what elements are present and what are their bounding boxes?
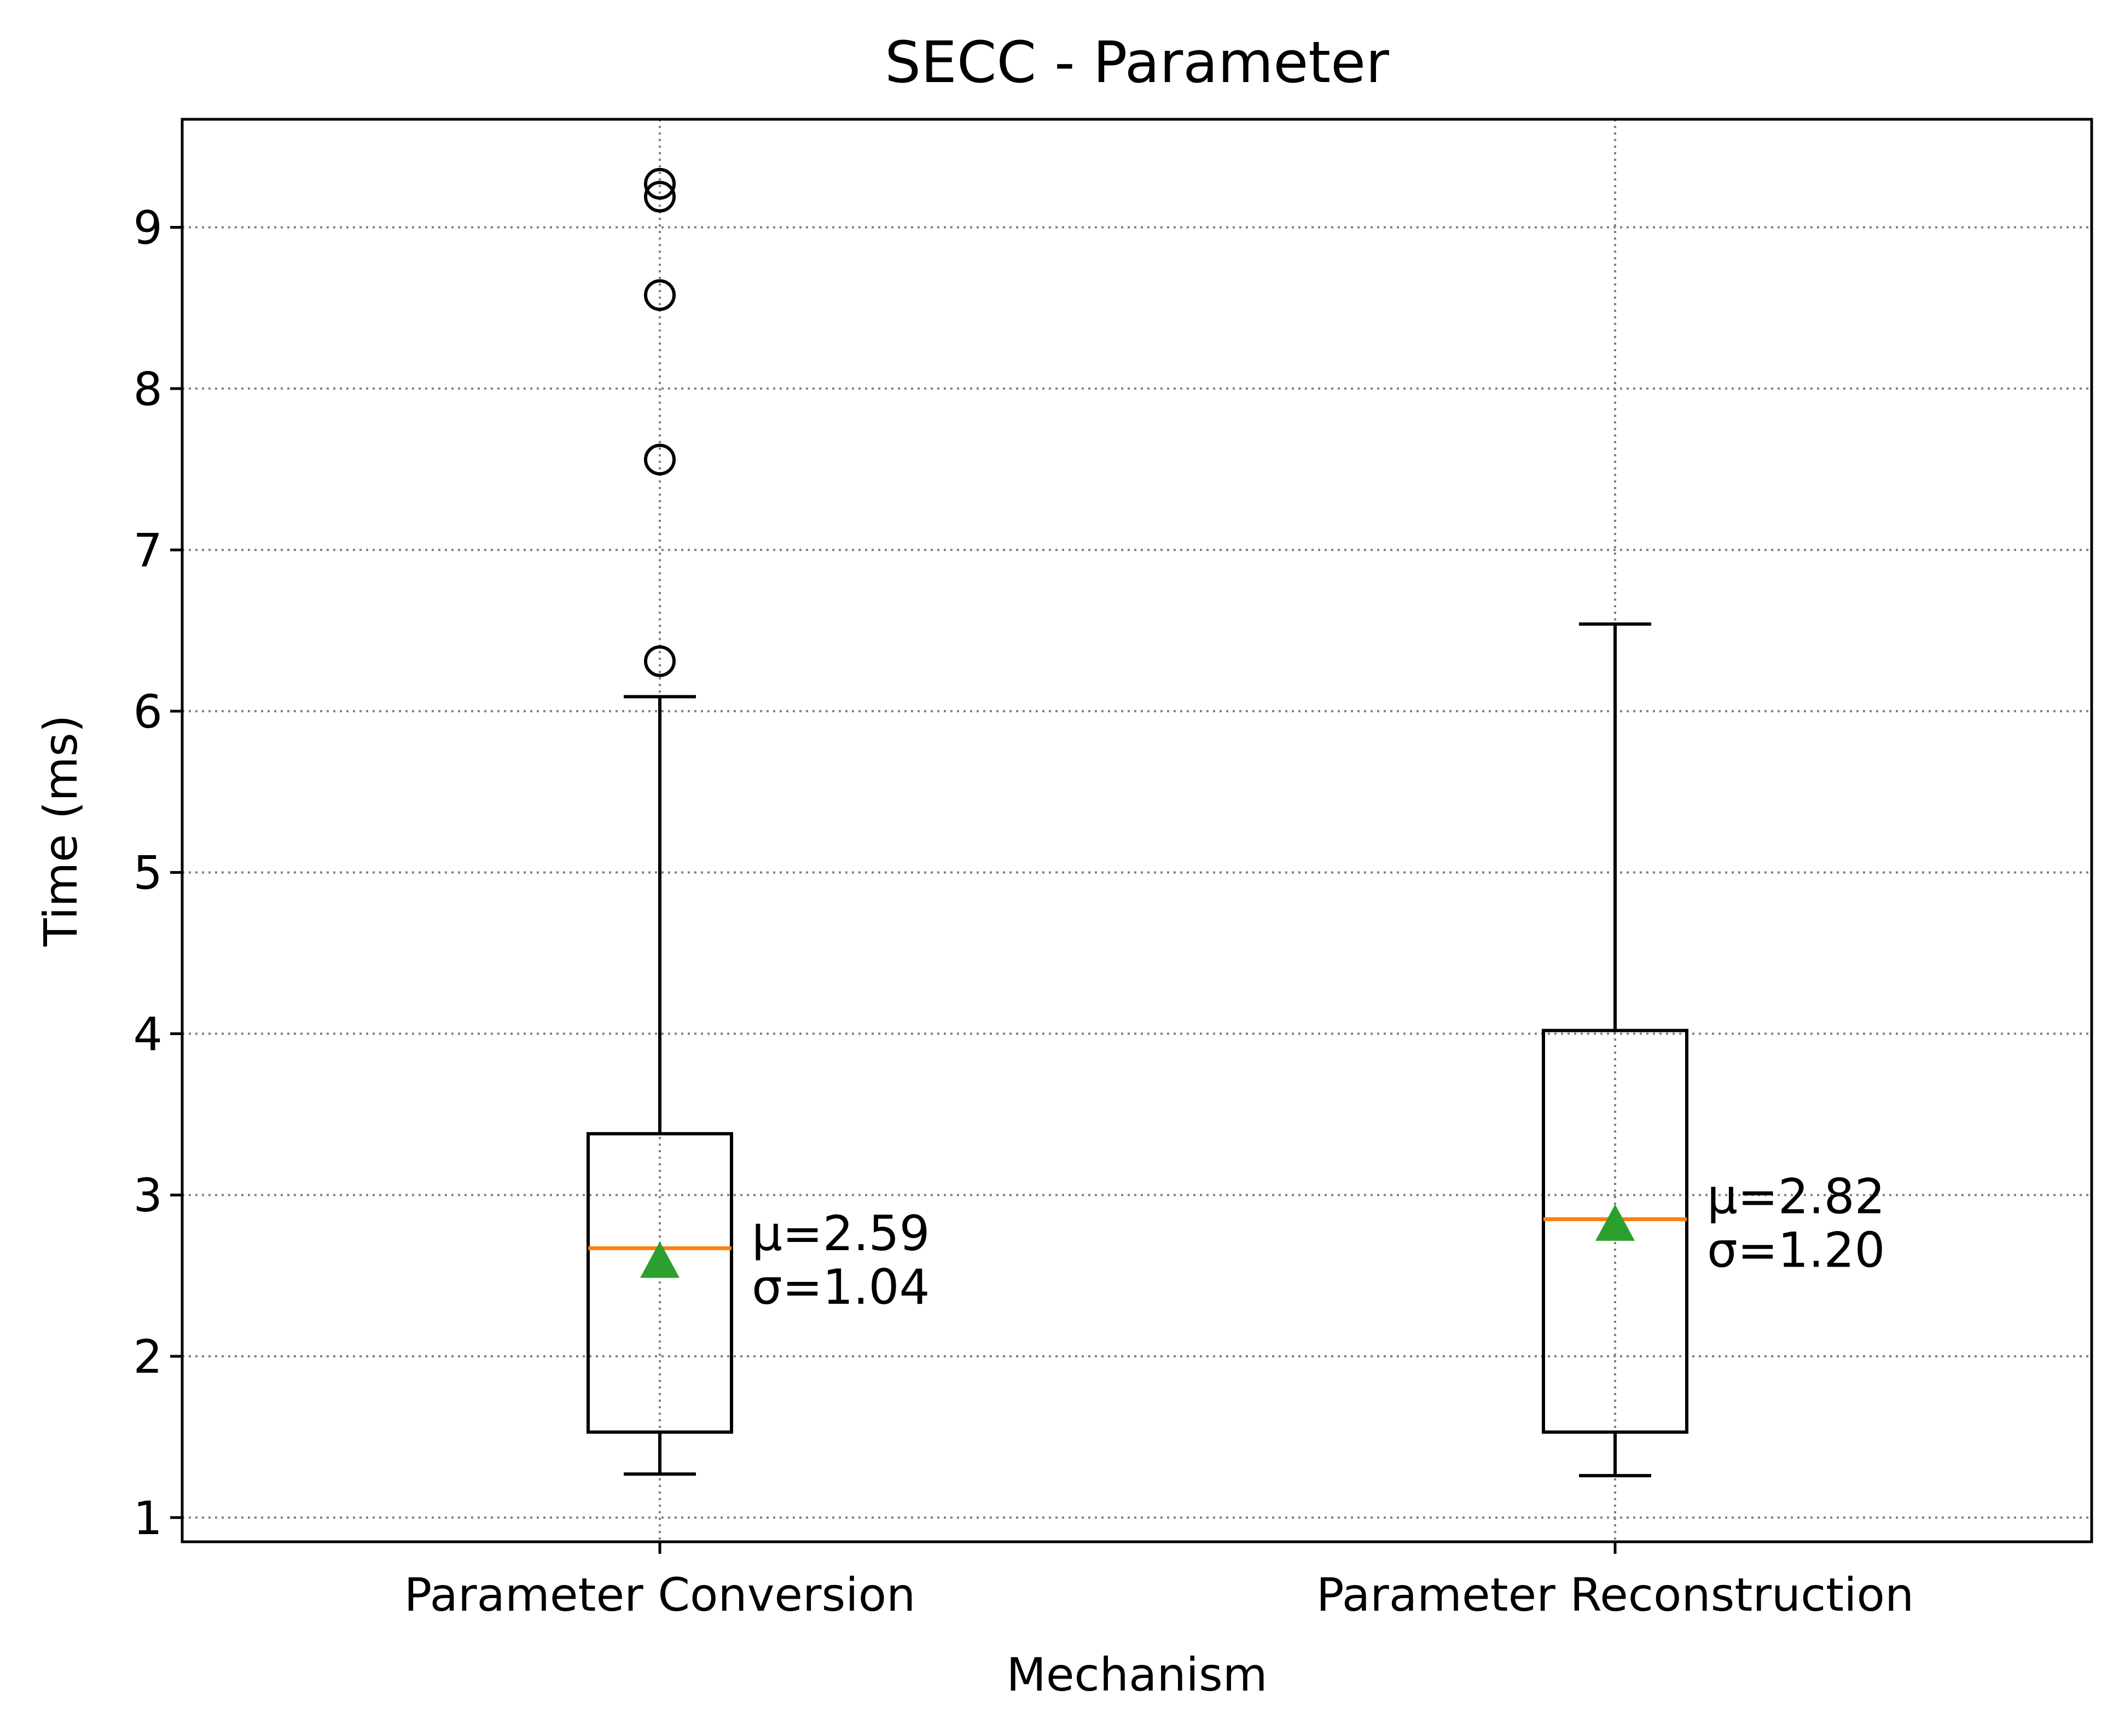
y-tick-label: 2 — [133, 1330, 162, 1384]
x-axis-label: Mechanism — [1006, 1648, 1267, 1702]
mean-annotation: μ=2.59 — [752, 1205, 930, 1262]
y-tick-label: 9 — [133, 201, 162, 255]
y-axis-label: Time (ms) — [34, 715, 88, 947]
sigma-annotation: σ=1.04 — [752, 1259, 930, 1315]
outlier-point — [644, 181, 676, 213]
mean-marker — [640, 1241, 680, 1278]
y-tick-label: 6 — [133, 685, 162, 739]
iqr-box — [1542, 1029, 1688, 1434]
box-group: μ=2.82σ=1.20 — [1542, 622, 1885, 1478]
outlier-point — [644, 443, 676, 475]
tick-layer: 1 2 3 4 5 6 7 8 9 Parameter Conversion Parameter R… — [133, 201, 1914, 1622]
outlier-point — [644, 167, 676, 200]
y-tick-label: 3 — [133, 1169, 162, 1222]
plot-layer: μ=2.59σ=1.04 μ=2.82σ=1.20 — [587, 167, 1885, 1478]
sigma-annotation: σ=1.20 — [1707, 1222, 1885, 1278]
y-tick-label: 4 — [133, 1007, 162, 1061]
outlier-point — [644, 645, 676, 677]
plot-frame — [181, 118, 2093, 1543]
y-tick-label: 5 — [133, 846, 162, 900]
mean-marker — [1595, 1204, 1635, 1241]
y-tick-label: 8 — [133, 362, 162, 416]
y-tick-label: 1 — [133, 1491, 162, 1545]
iqr-box — [587, 1132, 733, 1434]
y-tick-label: 7 — [133, 524, 162, 577]
x-tick-label: Parameter Conversion — [404, 1568, 916, 1622]
mean-annotation: μ=2.82 — [1707, 1168, 1885, 1224]
box-group: μ=2.59σ=1.04 — [587, 167, 930, 1476]
chart-title: SECC - Parameter — [885, 29, 1389, 96]
x-tick-label: Parameter Reconstruction — [1316, 1568, 1914, 1622]
outlier-point — [644, 279, 676, 311]
